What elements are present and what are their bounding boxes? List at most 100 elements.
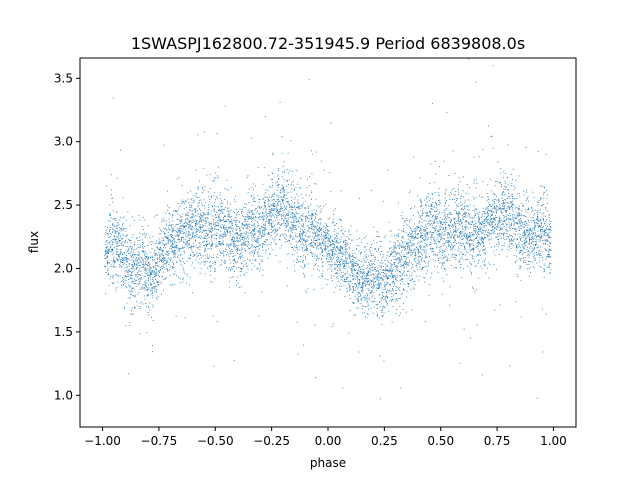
data-point <box>261 236 263 238</box>
data-point <box>236 238 238 240</box>
data-point <box>236 232 238 233</box>
data-point <box>318 245 320 246</box>
data-point <box>407 271 409 272</box>
data-point <box>288 253 290 255</box>
data-point <box>344 281 346 283</box>
data-point <box>309 227 311 229</box>
data-point <box>173 253 175 254</box>
data-point <box>193 236 195 238</box>
data-point <box>357 272 359 274</box>
data-point <box>356 279 358 281</box>
data-point <box>262 244 264 246</box>
data-point <box>336 235 338 237</box>
data-point <box>112 218 114 220</box>
data-point <box>364 281 366 283</box>
data-point <box>105 251 107 252</box>
data-point <box>390 274 392 276</box>
data-point <box>161 254 163 256</box>
data-point <box>281 188 283 190</box>
data-point <box>379 262 381 264</box>
data-point <box>213 257 214 258</box>
data-point <box>124 267 126 269</box>
data-point <box>214 228 216 230</box>
data-point <box>222 236 224 238</box>
data-point <box>262 269 264 271</box>
data-point <box>235 233 237 234</box>
data-point <box>107 268 109 270</box>
data-point <box>393 251 394 253</box>
data-point <box>416 237 418 239</box>
data-point <box>281 218 283 220</box>
data-point <box>271 225 273 227</box>
data-point <box>313 233 314 235</box>
data-point <box>305 243 307 245</box>
data-point <box>262 231 264 233</box>
data-point <box>138 252 140 254</box>
data-point <box>340 220 342 221</box>
data-point <box>184 226 186 228</box>
data-point <box>417 256 419 258</box>
data-point <box>287 218 289 220</box>
data-point <box>163 227 165 229</box>
data-point <box>200 212 202 214</box>
data-point <box>266 213 268 214</box>
data-point <box>252 183 254 185</box>
data-point <box>365 278 367 279</box>
data-point <box>134 278 135 280</box>
data-point <box>322 250 323 252</box>
data-point <box>169 228 171 230</box>
data-point <box>172 243 174 244</box>
data-point <box>334 241 336 243</box>
data-point <box>406 252 408 254</box>
data-point <box>264 205 266 206</box>
data-point <box>292 216 294 218</box>
data-point <box>398 202 399 204</box>
data-point <box>299 233 300 235</box>
data-point <box>153 270 155 272</box>
data-point <box>313 238 315 239</box>
data-point <box>319 227 321 229</box>
data-point <box>114 226 116 228</box>
data-point <box>401 258 403 260</box>
data-point <box>214 177 216 179</box>
data-point <box>160 233 162 234</box>
data-point <box>216 229 218 230</box>
data-point <box>190 238 192 240</box>
data-point <box>119 240 120 241</box>
data-point <box>115 246 117 247</box>
data-point <box>310 249 311 251</box>
data-point <box>358 292 360 294</box>
data-point <box>253 219 255 221</box>
data-point <box>373 286 375 288</box>
data-point <box>343 234 345 236</box>
data-point <box>259 228 261 229</box>
data-point <box>116 258 118 260</box>
data-point <box>163 258 165 260</box>
data-point <box>179 248 181 249</box>
data-point <box>131 266 133 268</box>
data-point <box>376 270 377 272</box>
data-point <box>120 281 122 282</box>
data-point <box>279 210 281 212</box>
data-point <box>341 256 343 257</box>
data-point <box>319 243 321 245</box>
data-point <box>310 239 312 241</box>
data-point <box>303 344 304 346</box>
data-point <box>396 269 398 271</box>
data-point <box>170 239 172 241</box>
data-point <box>300 241 301 243</box>
data-point <box>171 285 173 286</box>
data-point <box>397 236 399 238</box>
data-point <box>198 242 200 244</box>
data-point <box>125 276 127 277</box>
data-point <box>262 249 264 251</box>
data-point <box>171 261 173 263</box>
data-point <box>203 205 205 206</box>
data-point <box>392 306 394 307</box>
data-point <box>396 298 398 300</box>
data-point <box>302 255 304 257</box>
data-point <box>295 212 297 214</box>
data-point <box>198 199 200 201</box>
data-point <box>196 230 197 232</box>
data-point <box>174 249 176 251</box>
